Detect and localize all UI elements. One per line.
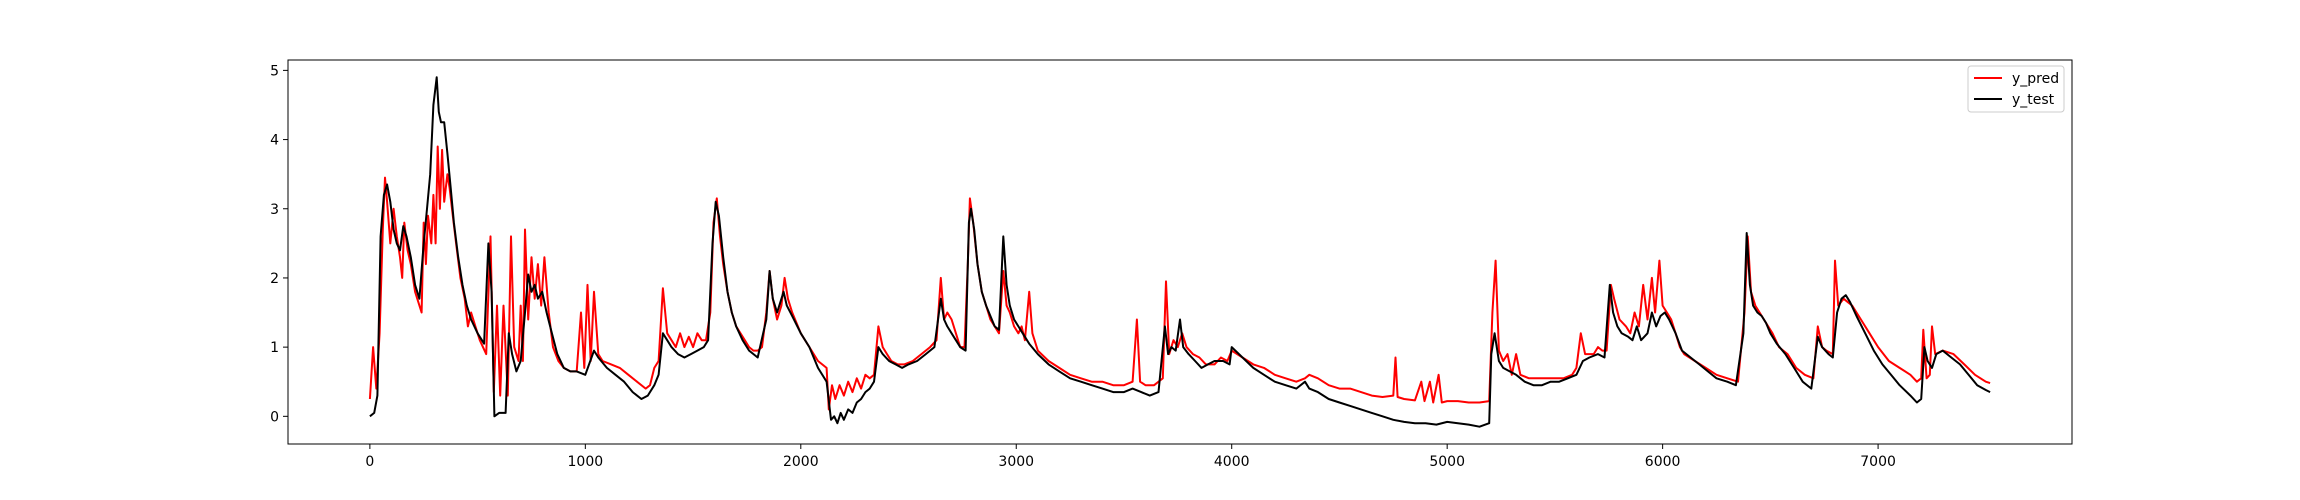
- y-tick-label: 0: [270, 409, 279, 425]
- series-line-y-test: [369, 76, 1991, 428]
- x-tick-label: 5000: [1429, 454, 1465, 470]
- plot-area: [288, 60, 2072, 444]
- x-tick-label: 1000: [568, 454, 604, 470]
- legend-label-y-test: y_test: [2012, 92, 2055, 108]
- x-axis: 0 1000 2000 3000 4000 5000 6000 7000: [365, 444, 1896, 470]
- x-tick-label: 3000: [998, 454, 1034, 470]
- y-tick-label: 1: [270, 340, 279, 356]
- x-tick-label: 6000: [1645, 454, 1681, 470]
- legend-label-y-pred: y_pred: [2012, 71, 2059, 87]
- legend: y_pred y_test: [1967, 65, 2065, 113]
- plot-frame: [287, 59, 2073, 445]
- series-line-y-pred: [368, 145, 1991, 411]
- series-layer: [368, 76, 1991, 428]
- x-tick-label: 0: [365, 454, 374, 470]
- y-axis: 0 1 2 3 4 5: [270, 63, 288, 425]
- y-tick-label: 2: [270, 271, 279, 287]
- y-tick-label: 3: [270, 202, 279, 218]
- y-tick-label: 4: [270, 133, 279, 149]
- x-tick-label: 2000: [783, 454, 819, 470]
- y-tick-label: 5: [270, 63, 279, 79]
- x-tick-label: 7000: [1860, 454, 1896, 470]
- x-tick-label: 4000: [1214, 454, 1250, 470]
